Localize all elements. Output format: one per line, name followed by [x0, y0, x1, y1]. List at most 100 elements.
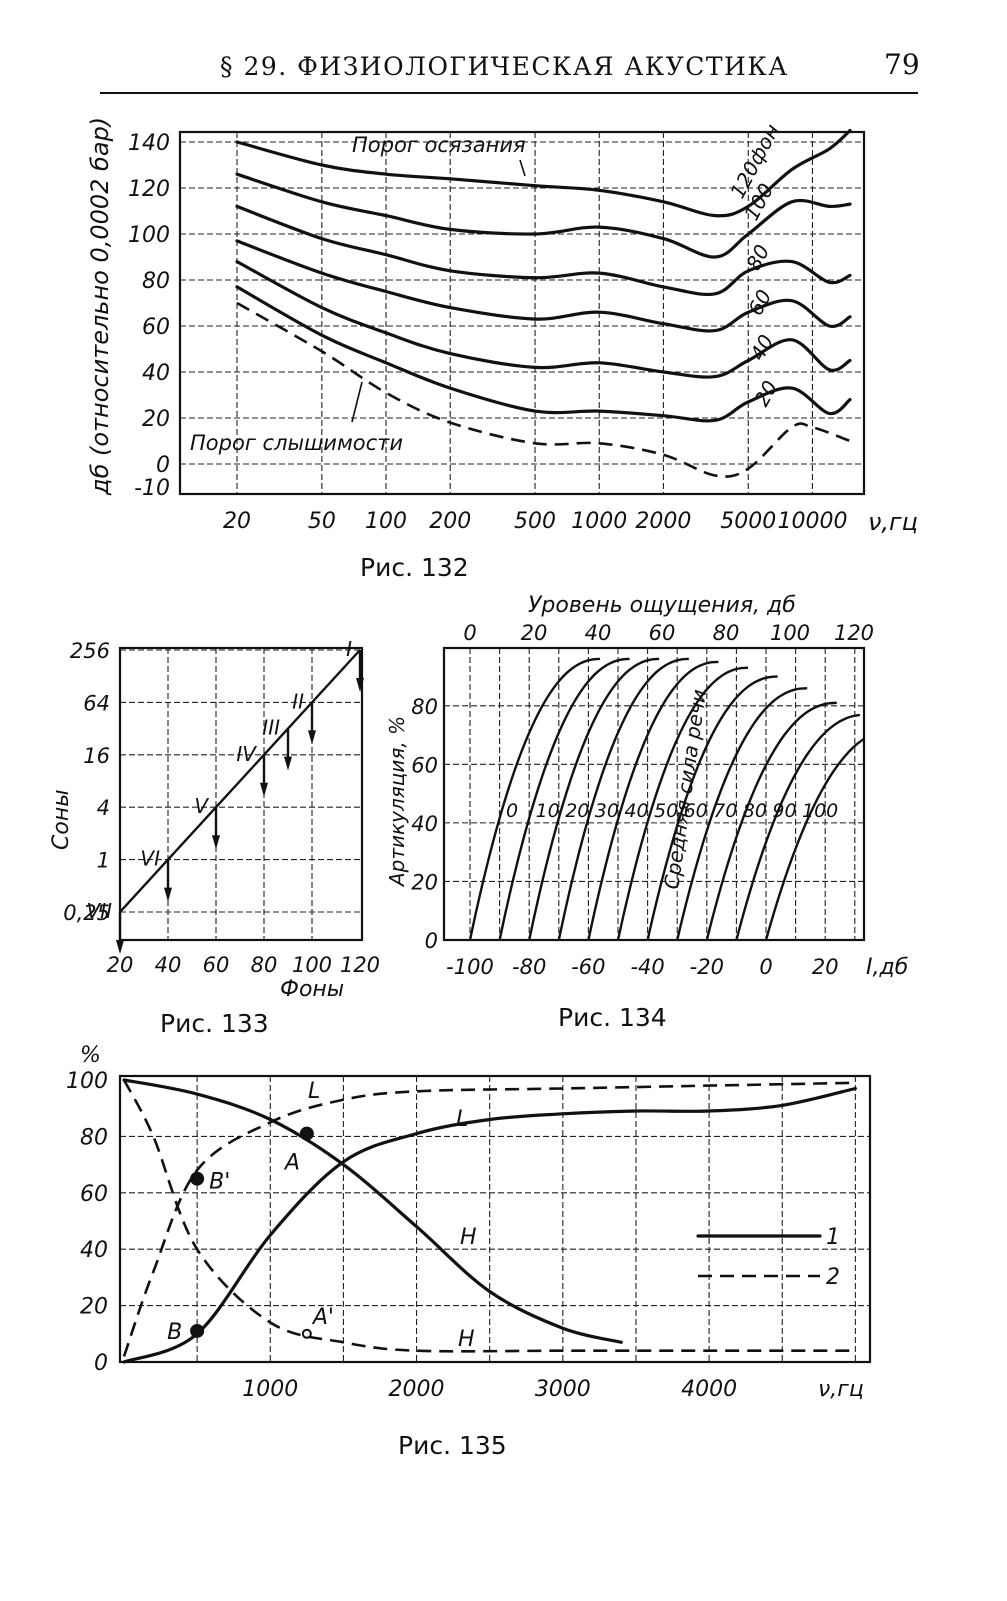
fig132-y-tick-label: 20 [142, 407, 170, 432]
fig134-y-tick-label: 80 [411, 695, 438, 719]
fig133-y-tick-label: 256 [70, 639, 110, 663]
fig135-point-label: A [283, 1151, 300, 1176]
fig134-curve-label: 40 [624, 800, 648, 822]
fig133-x-tick-label: 80 [251, 953, 278, 977]
fig134-x-label: I,дб [866, 955, 908, 980]
fig135-point-label: B [167, 1320, 182, 1345]
fig134-x-tick-label: -20 [690, 955, 724, 979]
fig132-y-label: дб (относительно 0,0002 бар) [86, 117, 114, 496]
fig134-top-tick-label: 120 [834, 621, 874, 645]
fig134-curves: 0 10 20 30 40 50 60 70 80 90 100 [468, 657, 865, 941]
fig134-curve-label: 90 [772, 800, 796, 822]
fig134-x-tick-label: -40 [630, 955, 664, 979]
fig132-x-label: ν,гц [868, 508, 918, 536]
fig135-y-tick-label: 100 [66, 1069, 108, 1094]
fig134-mean-speech-label: Средняя сила речи [659, 688, 711, 891]
fig135-curve-L [122, 1081, 856, 1357]
fig134-curve-label: 30 [595, 800, 619, 822]
fig134-top-tick-label: 80 [713, 621, 740, 645]
fig133-y-tick-label: 1 [97, 849, 110, 873]
fig134-curve [498, 657, 630, 941]
fig134-caption: Рис. 134 [558, 1003, 667, 1032]
fig135-point [190, 1323, 205, 1338]
fig132-curve [236, 301, 851, 478]
fig134-curve-label: 60 [684, 800, 708, 822]
fig132-curve [235, 285, 852, 423]
fig132-curve [235, 260, 852, 379]
fig134-top-tick-label: 0 [463, 621, 476, 645]
fig132-y-tick-label: 60 [142, 315, 170, 340]
fig132-x-tick-label: 50 [308, 509, 336, 534]
fig133-point-label: II [292, 689, 304, 713]
fig133-y-label: Соны [49, 789, 74, 850]
fig132-curve [235, 204, 852, 297]
running-head: § 29. ФИЗИОЛОГИЧЕСКАЯ АКУСТИКА [220, 52, 789, 81]
fig134-y-tick-label: 60 [411, 753, 438, 777]
fig133-arrowhead [260, 782, 268, 797]
fig133-point-label: VII [87, 899, 113, 923]
fig134-frame [442, 646, 866, 942]
fig135-x-label: ν,гц [818, 1377, 864, 1402]
fig134-curve [528, 657, 660, 941]
fig134-curve [705, 701, 837, 941]
fig134-x-tick-label: -60 [571, 955, 605, 979]
fig132-hearing-threshold-label: Порог слышимости [190, 431, 403, 455]
fig134-grid [444, 648, 864, 940]
fig133-y-tick-label: 64 [83, 691, 110, 715]
fig134-curve [616, 666, 749, 941]
fig133-line [119, 649, 361, 913]
fig133-grid [120, 648, 362, 940]
fig133-x-tick-label: 60 [203, 953, 230, 977]
fig134-curve [764, 738, 865, 941]
fig133-arrowhead [284, 756, 292, 771]
fig134-curve-label: 20 [565, 800, 589, 822]
fig134-curve-label: 70 [713, 800, 737, 822]
fig133-caption: Рис. 133 [160, 1009, 269, 1038]
fig135-frame [118, 1074, 872, 1364]
fig134-curve [468, 657, 601, 941]
fig132-x-tick-label: 100 [365, 509, 407, 534]
fig132-y-tick-label: 100 [128, 223, 170, 248]
fig133-point-label: VI [140, 847, 160, 871]
fig133-x-ticks: 20 40 60 80 100 120 [107, 953, 380, 977]
fig133-point-label: III [262, 716, 280, 740]
fig132-curve-label-80: 80 [741, 241, 774, 275]
fig134-y-tick-label: 0 [425, 929, 438, 953]
legend-label-1: 1 [826, 1225, 840, 1250]
fig132-x-tick-label: 200 [429, 509, 471, 534]
fig135-x-tick-label: 2000 [389, 1377, 445, 1402]
fig135-legend: 1 2 [696, 1225, 840, 1290]
legend-label-2: 2 [826, 1265, 840, 1290]
fig132-y-tick-label: 140 [128, 131, 170, 156]
fig133-frame [118, 646, 364, 942]
fig134-top-tick-label: 100 [770, 621, 810, 645]
page-header: § 29. ФИЗИОЛОГИЧЕСКАЯ АКУСТИКА 79 [0, 0, 1007, 110]
fig132-x-tick-label: 500 [514, 509, 556, 534]
fig132-curve [235, 239, 852, 333]
fig135-x-tick-label: 1000 [242, 1377, 298, 1402]
fig135-curve-H [122, 1079, 856, 1353]
fig135-y-tick-label: 20 [80, 1295, 108, 1320]
fig132-y-tick-label: 80 [142, 269, 170, 294]
fig132-y-tick-label: 0 [156, 453, 170, 478]
fig132-y-tick-label: -10 [134, 476, 170, 501]
fig134-x-tick-label: -100 [446, 955, 494, 979]
fig132-curve [235, 172, 852, 259]
fig132-x-tick-label: 5000 [720, 509, 776, 534]
fig134-curve-label: 10 [536, 800, 560, 822]
fig132-curve-label-20: 20 [749, 377, 782, 411]
page-number: 79 [884, 48, 920, 81]
fig132-y-ticks: 140 120 100 80 60 40 20 0-10 [128, 131, 170, 501]
fig133-x-tick-label: 120 [340, 953, 380, 977]
fig132-caption: Рис. 132 [360, 553, 469, 582]
fig133-point-label: I [346, 637, 352, 661]
fig135-point [190, 1171, 205, 1186]
fig135-curve-L [122, 1086, 857, 1364]
fig132-x-tick-label: 20 [223, 509, 251, 534]
